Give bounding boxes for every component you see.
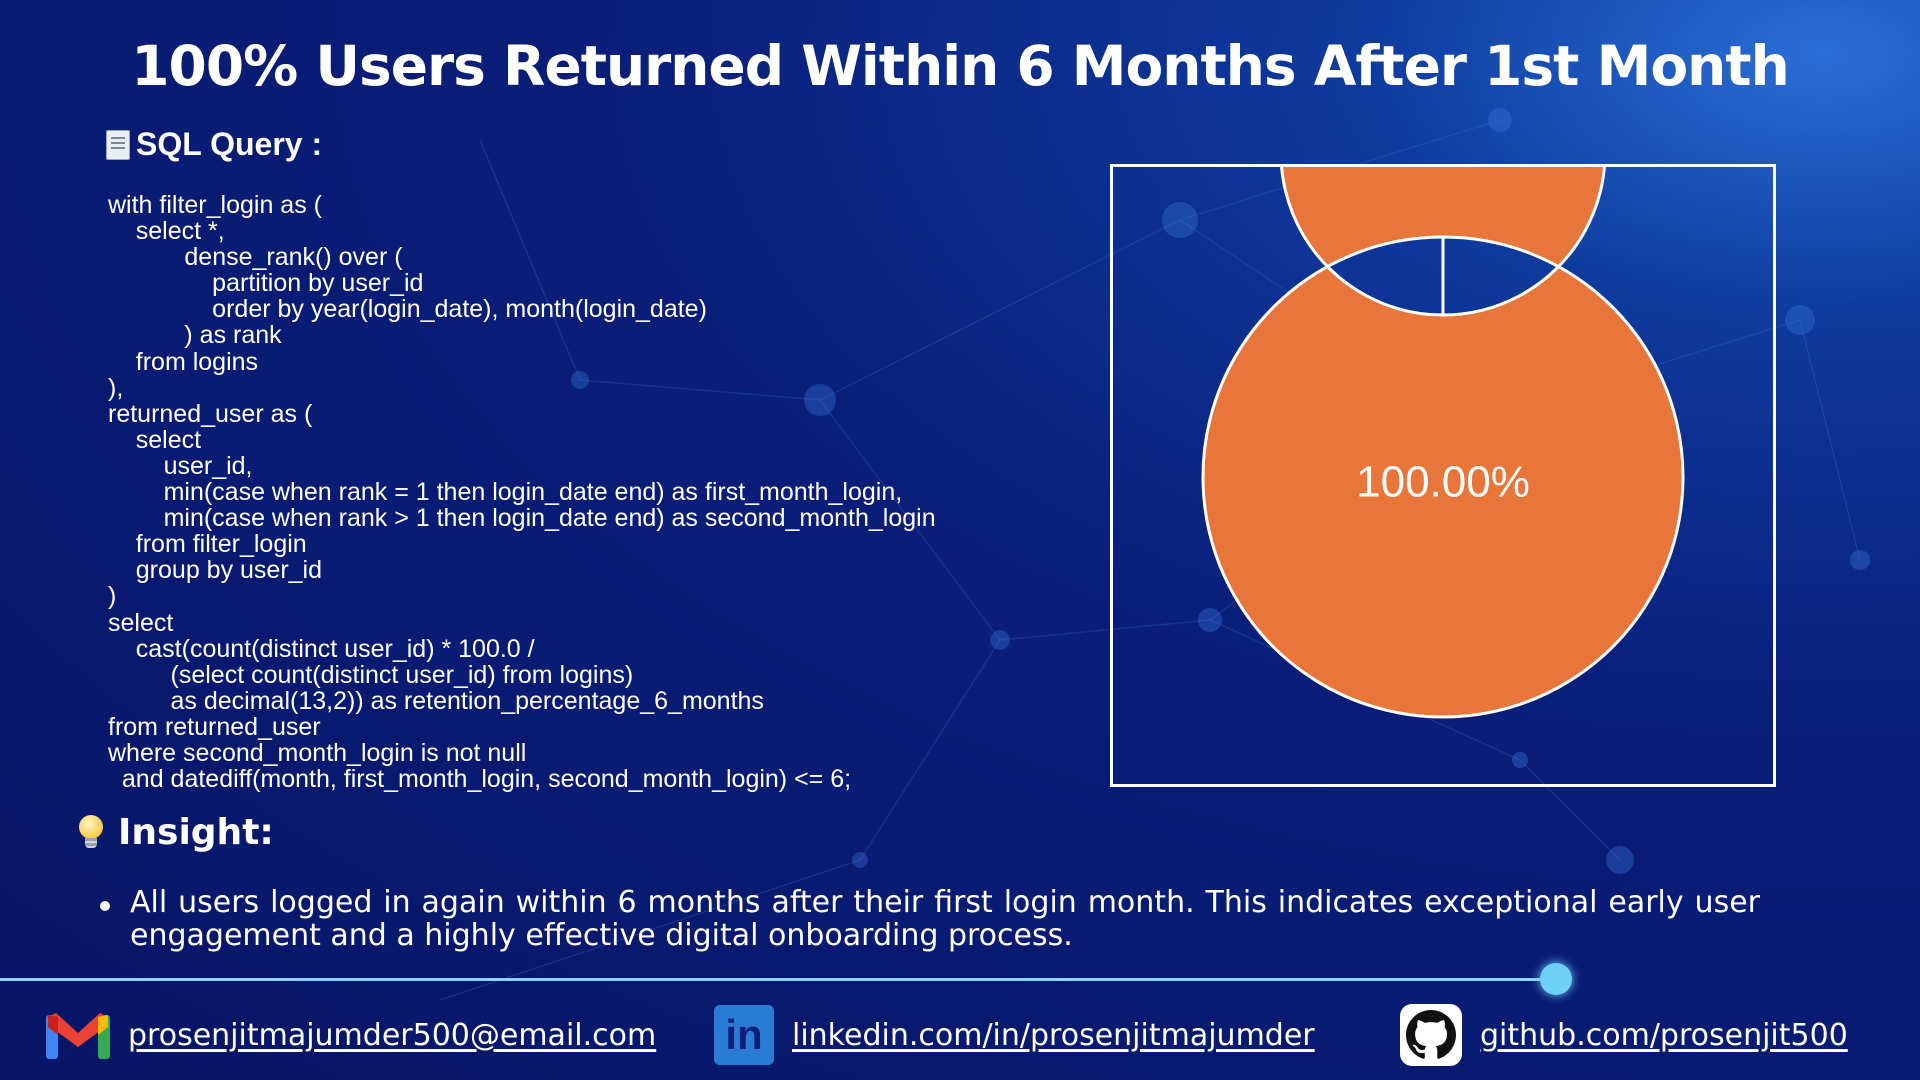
insight-text: All users logged in again within 6 month… xyxy=(130,885,1760,953)
donut-chart-svg: 100.00% xyxy=(1201,167,1685,719)
retention-donut-chart: 100.00% xyxy=(1110,164,1776,787)
linkedin-link[interactable]: linkedin.com/in/prosenjitmajumder xyxy=(792,1017,1315,1053)
github-link[interactable]: github.com/prosenjit500 xyxy=(1480,1017,1848,1053)
donut-slice xyxy=(1201,167,1685,719)
linkedin-contact: in linkedin.com/in/prosenjitmajumder xyxy=(714,1000,1315,1070)
linkedin-icon: in xyxy=(714,1005,774,1065)
footer-divider xyxy=(0,978,1555,981)
divider-dot xyxy=(1540,963,1572,995)
github-contact: github.com/prosenjit500 xyxy=(1400,1000,1848,1070)
lightbulb-icon xyxy=(78,814,104,851)
email-contact: prosenjitmajumder500@email.com xyxy=(46,1000,656,1070)
github-icon xyxy=(1400,1004,1462,1066)
insight-heading-label: Insight: xyxy=(118,812,274,853)
document-icon xyxy=(106,129,130,160)
gmail-icon xyxy=(46,1011,110,1059)
email-link[interactable]: prosenjitmajumder500@email.com xyxy=(128,1017,657,1053)
page-title: 100% Users Returned Within 6 Months Afte… xyxy=(131,34,1789,98)
sql-query-heading: SQL Query : xyxy=(106,126,322,163)
sql-query-heading-label: SQL Query : xyxy=(136,126,323,162)
bullet-point xyxy=(100,901,110,911)
insight-list: All users logged in again within 6 month… xyxy=(100,886,1760,952)
insight-heading: Insight: xyxy=(78,812,274,853)
sql-code-block: with filter_login as ( select *, dense_r… xyxy=(108,191,936,794)
insight-item: All users logged in again within 6 month… xyxy=(100,886,1760,952)
donut-center-label: 100.00% xyxy=(1356,458,1530,507)
